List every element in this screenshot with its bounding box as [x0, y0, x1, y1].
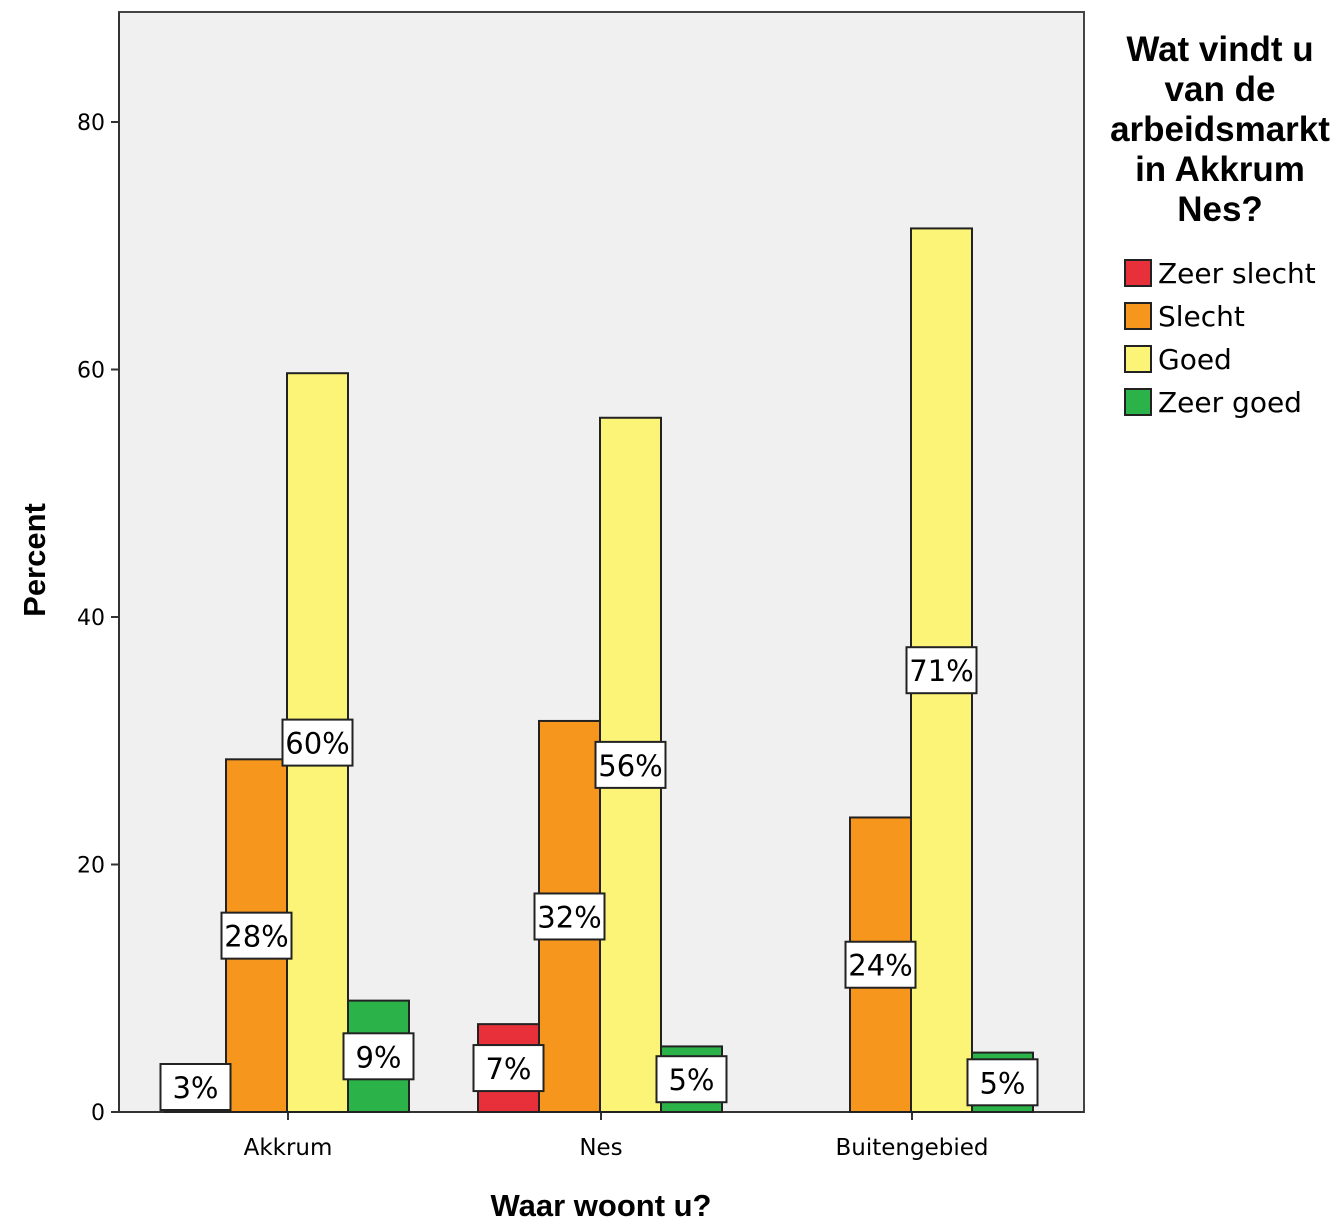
legend-title: Wat vindt u van de arbeidsmarkt in Akkru… — [1110, 30, 1330, 229]
data-label: 28% — [220, 911, 293, 960]
data-label-text: 3% — [172, 1071, 218, 1105]
legend-swatch — [1124, 259, 1152, 287]
y-tick-label: 20 — [77, 854, 105, 879]
data-label-box — [533, 892, 606, 941]
legend-label: Slecht — [1158, 299, 1245, 333]
data-label: 3% — [159, 1063, 232, 1111]
data-label: 5% — [655, 1055, 728, 1104]
data-label-text: 32% — [537, 900, 601, 934]
data-label-box — [472, 1044, 545, 1093]
data-label-text: 28% — [224, 920, 288, 954]
legend-swatch — [1124, 345, 1152, 373]
legend-label: Goed — [1158, 342, 1232, 376]
legend-item: Goed — [1124, 341, 1232, 377]
data-label-text: 71% — [909, 654, 973, 688]
legend-item: Zeer goed — [1124, 384, 1302, 420]
legend-item: Zeer slecht — [1124, 255, 1316, 291]
data-label-text: 7% — [485, 1052, 531, 1086]
data-label: 24% — [844, 940, 917, 989]
data-label-text: 5% — [979, 1066, 1025, 1100]
data-label: 71% — [905, 646, 978, 695]
y-axis-title: Percent — [17, 503, 52, 617]
data-label: 32% — [533, 892, 606, 941]
data-label-box — [844, 940, 917, 989]
data-label-box — [594, 740, 667, 789]
legend-item: Slecht — [1124, 298, 1245, 334]
data-label-box — [159, 1063, 232, 1111]
data-label-box — [966, 1058, 1039, 1107]
y-tick-label: 80 — [77, 111, 105, 136]
y-tick-label: 40 — [77, 606, 105, 631]
legend-label: Zeer slecht — [1158, 256, 1316, 290]
data-label-box — [342, 1032, 415, 1081]
data-label-box — [655, 1055, 728, 1104]
data-label-box — [905, 646, 978, 695]
legend-label: Zeer goed — [1158, 385, 1302, 419]
data-label-text: 60% — [285, 727, 349, 761]
data-label-box — [220, 911, 293, 960]
legend-swatch — [1124, 388, 1152, 416]
data-label-text: 5% — [668, 1063, 714, 1097]
data-label-text: 9% — [355, 1040, 401, 1074]
data-label: 7% — [472, 1044, 545, 1093]
x-axis-title: Waar woont u? — [491, 1188, 712, 1223]
y-tick-label: 60 — [77, 359, 105, 384]
data-label: 56% — [594, 740, 667, 789]
data-label: 5% — [966, 1058, 1039, 1107]
x-tick-label: Nes — [579, 1135, 622, 1161]
data-label: 9% — [342, 1032, 415, 1081]
x-tick-label: Akkrum — [244, 1135, 333, 1161]
data-label-text: 24% — [848, 949, 912, 983]
legend-swatch — [1124, 302, 1152, 330]
data-label-text: 56% — [598, 749, 662, 783]
data-label-box — [281, 718, 354, 767]
data-label: 60% — [281, 718, 354, 767]
y-tick-label: 0 — [91, 1101, 105, 1126]
x-tick-label: Buitengebied — [836, 1135, 989, 1161]
